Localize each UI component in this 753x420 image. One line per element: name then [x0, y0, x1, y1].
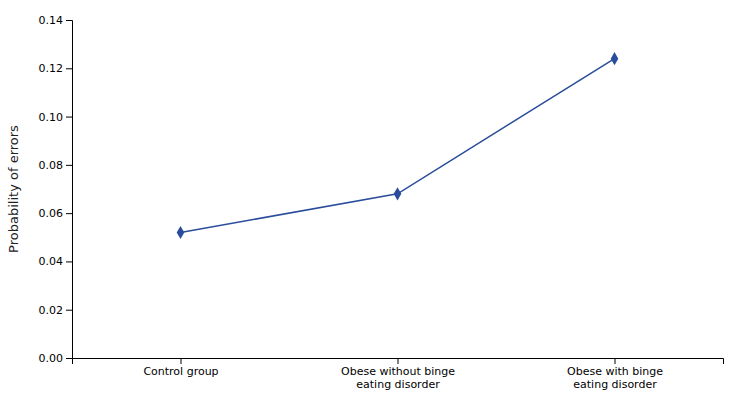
marker [611, 52, 619, 65]
x-tick-mark [615, 358, 616, 364]
y-tick: 0.06 [39, 207, 73, 220]
x-tick: Obese without bingeeating disorder [341, 358, 455, 391]
y-tick-label: 0.08 [39, 159, 64, 172]
y-tick-label: 0.14 [39, 14, 64, 27]
y-tick: 0.14 [39, 14, 73, 27]
y-tick-label: 0.04 [39, 255, 64, 268]
x-tick-label-line: eating disorder [356, 378, 440, 391]
y-tick-mark [66, 68, 72, 69]
x-tick-label-line: Obese with binge [567, 365, 663, 378]
y-tick-mark [66, 261, 72, 262]
y-tick-label: 0.00 [39, 352, 64, 365]
y-tick-mark [66, 310, 72, 311]
x-tick-mark [398, 358, 399, 364]
y-axis: 0.00 0.02 0.04 0.06 0.08 0.10 0.12 0.14 [39, 14, 73, 365]
marks [177, 52, 619, 239]
y-tick-mark [66, 117, 72, 118]
x-axis-line [73, 359, 724, 365]
y-tick-mark [66, 20, 72, 21]
y-tick-mark [66, 213, 72, 214]
x-tick-label: Control group [143, 365, 218, 378]
y-tick-label: 0.10 [39, 111, 64, 124]
y-tick-label: 0.06 [39, 207, 64, 220]
x-tick-label: Obese with bingeeating disorder [567, 365, 663, 391]
y-tick: 0.12 [39, 62, 73, 75]
y-tick: 0.00 [39, 352, 73, 365]
plot: 0.00 0.02 0.04 0.06 0.08 0.10 0.12 0.14 Control … [39, 14, 724, 391]
x-tick-label-line: eating disorder [573, 378, 657, 391]
y-tick: 0.04 [39, 255, 73, 268]
chart: 0.00 0.02 0.04 0.06 0.08 0.10 0.12 0.14 Control … [0, 0, 753, 420]
y-axis-line [66, 21, 73, 359]
x-axis: Control groupObese without bingeeating d… [73, 358, 724, 391]
y-tick-label: 0.02 [39, 304, 64, 317]
y-tick-mark [66, 165, 72, 166]
x-tick: Obese with bingeeating disorder [567, 358, 663, 391]
marker [177, 226, 185, 239]
x-tick-label: Obese without bingeeating disorder [341, 365, 455, 391]
y-tick: 0.08 [39, 159, 73, 172]
x-tick-mark [181, 358, 182, 364]
line [181, 59, 615, 233]
x-tick: Control group [143, 358, 218, 378]
marker [394, 187, 402, 200]
x-tick-label-line: Obese without binge [341, 365, 455, 378]
y-axis-title: Probability of errors [6, 125, 21, 253]
y-tick-mark [66, 358, 72, 359]
y-tick-label: 0.12 [39, 62, 64, 75]
y-tick: 0.02 [39, 304, 73, 317]
x-tick-label-line: Control group [143, 365, 218, 378]
y-tick: 0.10 [39, 111, 73, 124]
